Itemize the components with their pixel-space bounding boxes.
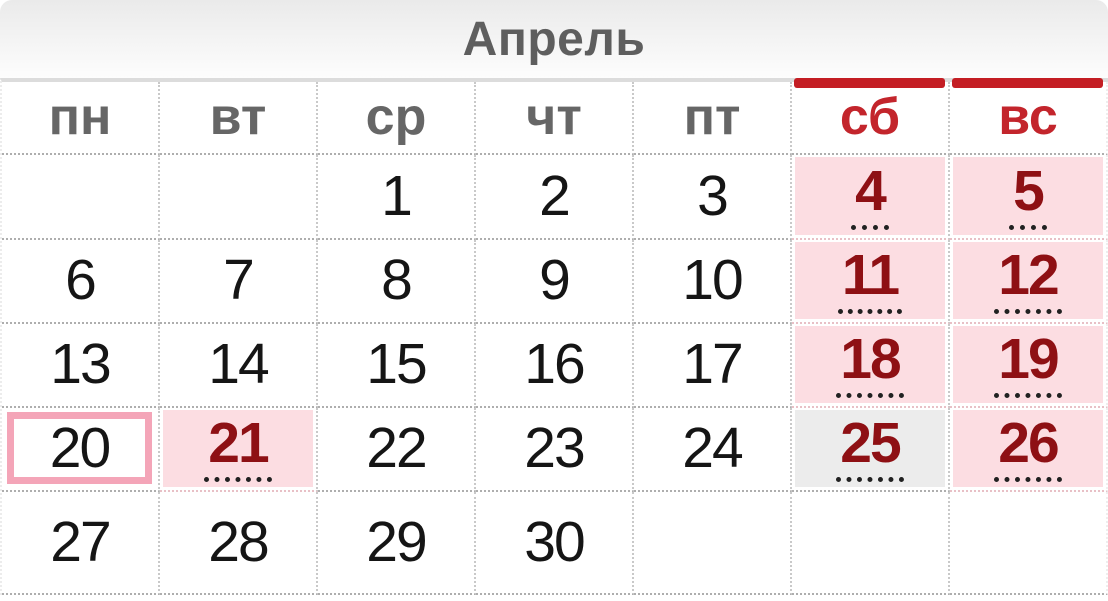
day-number: 5 bbox=[1009, 162, 1047, 230]
day-cell-11[interactable]: 11 bbox=[792, 240, 950, 324]
day-cell-17: 17 bbox=[634, 324, 792, 408]
day-cell-19[interactable]: 19 bbox=[950, 324, 1108, 408]
day-number: 28 bbox=[208, 509, 269, 574]
day-cell-9: 9 bbox=[476, 240, 634, 324]
day-cell-6: 6 bbox=[2, 240, 160, 324]
weekday-header-fri: пт bbox=[634, 82, 792, 155]
day-cell-21[interactable]: 21 bbox=[160, 408, 318, 492]
day-number: 2 bbox=[539, 163, 571, 228]
weekday-label: пн bbox=[48, 88, 112, 146]
weekday-label: вс bbox=[998, 88, 1058, 146]
weekday-header-wed: ср bbox=[318, 82, 476, 155]
weekday-header-sun: вс bbox=[950, 78, 1108, 155]
month-title-band: Апрель bbox=[0, 0, 1108, 78]
day-number: 3 bbox=[697, 163, 729, 228]
day-number: 10 bbox=[682, 248, 743, 312]
day-number: 19 bbox=[994, 331, 1062, 398]
day-cell-29: 29 bbox=[318, 492, 476, 595]
month-title: Апрель bbox=[462, 12, 646, 66]
day-cell-27: 27 bbox=[2, 492, 160, 595]
day-cell-3: 3 bbox=[634, 155, 792, 240]
day-number: 9 bbox=[539, 248, 571, 312]
day-number: 8 bbox=[381, 248, 413, 312]
day-number: 26 bbox=[994, 415, 1062, 482]
weekday-header-tue: вт bbox=[160, 82, 318, 155]
day-number: 7 bbox=[223, 248, 255, 312]
weekday-header-sat: сб bbox=[792, 78, 950, 155]
day-number: 30 bbox=[524, 509, 585, 574]
day-cell-4[interactable]: 4 bbox=[792, 155, 950, 240]
day-cell-22: 22 bbox=[318, 408, 476, 492]
day-number: 13 bbox=[50, 332, 111, 396]
today-box: 20 bbox=[7, 412, 152, 484]
day-cell-15: 15 bbox=[318, 324, 476, 408]
day-cell-10: 10 bbox=[634, 240, 792, 324]
day-number: 6 bbox=[65, 248, 97, 312]
day-number: 24 bbox=[682, 416, 743, 480]
day-number: 27 bbox=[50, 509, 111, 574]
day-cell-25[interactable]: 25 bbox=[792, 408, 950, 492]
day-number: 16 bbox=[524, 332, 585, 396]
weekday-label: пт bbox=[683, 88, 741, 146]
day-cell-20: 20 bbox=[2, 408, 160, 492]
day-number: 4 bbox=[851, 162, 889, 230]
day-cell-13: 13 bbox=[2, 324, 160, 408]
day-cell-24: 24 bbox=[634, 408, 792, 492]
day-number: 14 bbox=[208, 332, 269, 396]
weekday-label: вт bbox=[209, 88, 267, 146]
day-cell-26[interactable]: 26 bbox=[950, 408, 1108, 492]
weekday-header-mon: пн bbox=[2, 82, 160, 155]
day-cell-1: 1 bbox=[318, 155, 476, 240]
day-number: 25 bbox=[836, 415, 904, 482]
day-cell-7: 7 bbox=[160, 240, 318, 324]
day-cell-empty bbox=[950, 492, 1108, 595]
day-number: 11 bbox=[837, 247, 903, 314]
day-number: 23 bbox=[524, 416, 585, 480]
day-number: 29 bbox=[366, 509, 427, 574]
day-cell-5[interactable]: 5 bbox=[950, 155, 1108, 240]
day-cell-8: 8 bbox=[318, 240, 476, 324]
day-number: 15 bbox=[366, 332, 427, 396]
weekday-label: сб bbox=[839, 88, 901, 146]
day-cell-16: 16 bbox=[476, 324, 634, 408]
day-number: 17 bbox=[682, 332, 743, 396]
day-cell-empty bbox=[792, 492, 950, 595]
day-cell-empty bbox=[634, 492, 792, 595]
weekday-label: ср bbox=[365, 88, 427, 146]
day-cell-14: 14 bbox=[160, 324, 318, 408]
day-number: 21 bbox=[204, 415, 272, 482]
day-cell-28: 28 bbox=[160, 492, 318, 595]
calendar-grid: пн вт ср чт пт сб вс 1 2 3 4 5 6 7 8 9 10 11 12 13 14 15 16 17 1… bbox=[0, 78, 1108, 595]
day-number: 22 bbox=[366, 416, 427, 480]
day-cell-18[interactable]: 18 bbox=[792, 324, 950, 408]
day-cell-23: 23 bbox=[476, 408, 634, 492]
day-cell-12[interactable]: 12 bbox=[950, 240, 1108, 324]
day-cell-30: 30 bbox=[476, 492, 634, 595]
day-number: 18 bbox=[836, 331, 904, 398]
day-cell-2: 2 bbox=[476, 155, 634, 240]
weekday-label: чт bbox=[526, 88, 582, 146]
day-number: 1 bbox=[381, 163, 413, 228]
day-number: 20 bbox=[49, 415, 111, 480]
day-cell-empty bbox=[2, 155, 160, 240]
day-number: 12 bbox=[994, 247, 1062, 314]
weekday-header-thu: чт bbox=[476, 82, 634, 155]
day-cell-empty bbox=[160, 155, 318, 240]
